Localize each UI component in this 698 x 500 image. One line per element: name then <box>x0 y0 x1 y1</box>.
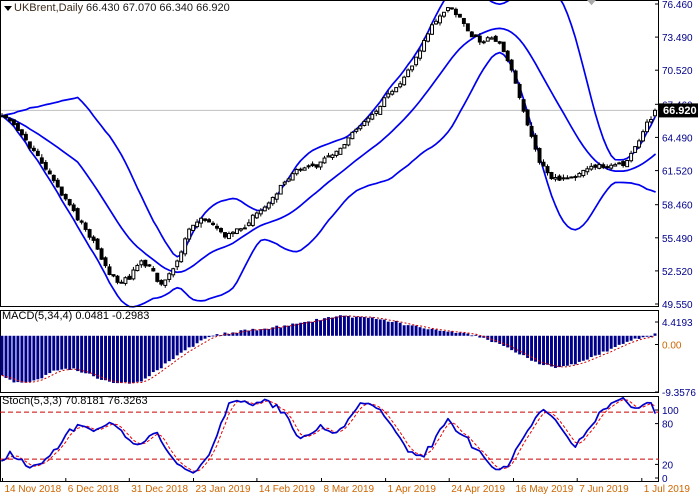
svg-text:MACD(5,34,4) 0.0481 -0.2983: MACD(5,34,4) 0.0481 -0.2983 <box>2 310 149 322</box>
svg-text:31 Dec 2018: 31 Dec 2018 <box>131 484 188 495</box>
svg-text:23 Jan 2019: 23 Jan 2019 <box>196 484 251 495</box>
svg-text:24 Apr 2019: 24 Apr 2019 <box>451 484 505 495</box>
svg-text:70.520: 70.520 <box>662 66 693 77</box>
svg-text:58.460: 58.460 <box>662 201 693 212</box>
svg-text:1 Jul 2019: 1 Jul 2019 <box>644 484 691 495</box>
svg-text:66.920: 66.920 <box>663 105 697 117</box>
svg-text:52.520: 52.520 <box>662 267 693 278</box>
svg-text:Stoch(5,3,3) 70.8181 76.3263: Stoch(5,3,3) 70.8181 76.3263 <box>2 395 148 407</box>
svg-text:14 Nov 2018: 14 Nov 2018 <box>5 484 62 495</box>
svg-text:1 Apr 2019: 1 Apr 2019 <box>388 484 437 495</box>
svg-text:61.520: 61.520 <box>662 167 693 178</box>
svg-text:100: 100 <box>662 406 679 417</box>
svg-text:0.00: 0.00 <box>662 341 682 352</box>
svg-text:73.490: 73.490 <box>662 33 693 44</box>
svg-text:76.460: 76.460 <box>662 0 693 11</box>
svg-text:4.4193: 4.4193 <box>662 318 693 329</box>
svg-text:14 Feb 2019: 14 Feb 2019 <box>259 484 316 495</box>
svg-text:80: 80 <box>662 420 674 431</box>
svg-text:49.550: 49.550 <box>662 300 693 311</box>
svg-text:8 Mar 2019: 8 Mar 2019 <box>324 484 375 495</box>
svg-text:-9.3576: -9.3576 <box>662 388 696 399</box>
svg-text:7 Jun 2019: 7 Jun 2019 <box>579 484 629 495</box>
svg-text:6 Dec 2018: 6 Dec 2018 <box>68 484 120 495</box>
svg-text:55.490: 55.490 <box>662 234 693 245</box>
svg-text:UKBrent,Daily: UKBrent,Daily <box>14 2 84 14</box>
svg-text:64.490: 64.490 <box>662 133 693 144</box>
svg-text:66.430 67.070 66.340 66.920: 66.430 67.070 66.340 66.920 <box>86 2 230 14</box>
svg-text:16 May 2019: 16 May 2019 <box>516 484 574 495</box>
svg-text:20: 20 <box>662 460 674 471</box>
